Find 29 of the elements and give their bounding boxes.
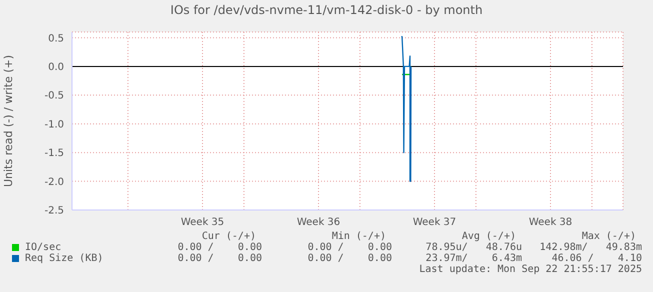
y-tick-label: -2.5 — [44, 206, 64, 217]
text: 142.98m/ 49.83m — [538, 242, 642, 253]
x-tick-label: Week 37 — [412, 217, 456, 228]
y-tick-label: -0.5 — [44, 90, 64, 102]
text: Cur (-/+) — [200, 231, 257, 242]
text: 78.95u/ 48.76u — [424, 242, 522, 253]
text: 23.97m/ 6.43m — [424, 253, 522, 264]
y-tick-label: 0.0 — [48, 62, 64, 73]
text: Min (-/+) — [330, 231, 387, 242]
x-tick-label: Week 35 — [180, 217, 224, 228]
text: 0.00 / 0.00 — [176, 253, 262, 264]
chart-title: IOs for /dev/vds-nvme-11/vm-142-disk-0 - by month — [169, 3, 484, 17]
text: Max (-/+) — [580, 231, 637, 242]
legend-label: Req Size (KB) — [24, 253, 104, 264]
y-tick-label: -1.0 — [44, 119, 64, 130]
x-tick-label: Week 38 — [528, 217, 572, 228]
text: Avg (-/+) — [460, 231, 517, 242]
text: 0.00 / 0.00 — [306, 253, 392, 264]
y-tick-label: -2.0 — [44, 176, 64, 188]
y-axis-title: Units read (-) / write (+) — [2, 54, 15, 188]
y-tick-label: -1.5 — [44, 148, 64, 160]
line-series — [400, 36, 412, 182]
text: Last update: Mon Sep 22 21:55:17 2025 — [418, 264, 642, 275]
text: 46.06 / 4.10 — [550, 253, 642, 264]
text: 0.00 / 0.00 — [176, 242, 262, 253]
y-tick-label: 0.5 — [48, 33, 64, 44]
text: 0.00 / 0.00 — [306, 242, 392, 253]
legend-label: IO/sec — [24, 242, 62, 253]
x-tick-label: Week 36 — [296, 217, 340, 228]
